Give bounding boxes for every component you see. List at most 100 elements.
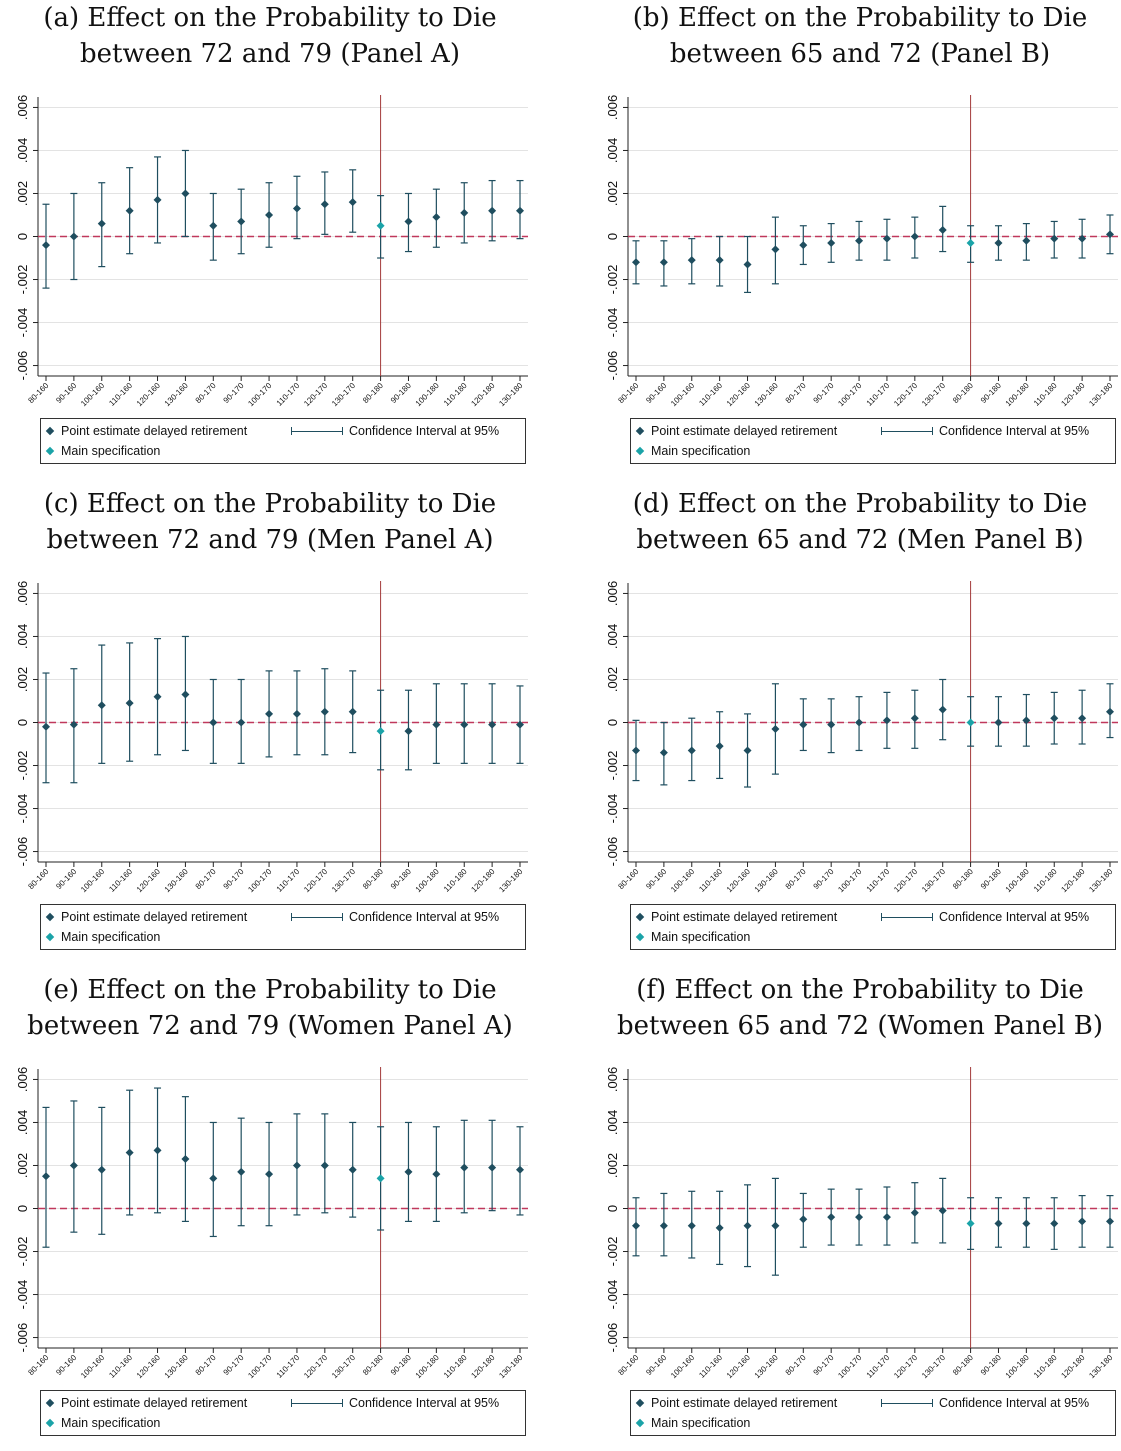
point-estimate [1050, 1219, 1059, 1228]
point-estimate [994, 1219, 1003, 1228]
legend-item-ci: Confidence Interval at 95% [881, 424, 1089, 438]
point-estimate [209, 221, 218, 230]
x-tick-label: 90-160 [644, 381, 668, 405]
x-tick-label: 100-180 [414, 381, 442, 409]
legend: Point estimate delayed retirement Confide… [630, 418, 1116, 464]
y-tick-label: .004 [605, 624, 620, 649]
diamond-icon [635, 446, 645, 456]
point-estimate [516, 1165, 524, 1174]
legend-label: Main specification [651, 1416, 751, 1430]
x-tick-label: 120-170 [302, 381, 330, 409]
x-tick-label: 110-170 [865, 1353, 892, 1380]
legend-item-main: Main specification [43, 930, 160, 944]
x-tick-label: 80-170 [784, 867, 808, 891]
diamond-icon [45, 1418, 55, 1428]
point-estimate [1078, 234, 1087, 243]
legend-label: Confidence Interval at 95% [939, 910, 1090, 924]
caption-line-2: between 72 and 79 (Men Panel A) [46, 525, 494, 555]
x-tick-label: 90-180 [389, 381, 413, 405]
point-estimate [687, 256, 696, 265]
x-tick-label: 130-180 [497, 867, 525, 895]
x-tick-label: 80-180 [951, 381, 975, 405]
x-tick-label: 110-180 [442, 1353, 469, 1380]
legend-item-main: Main specification [633, 930, 750, 944]
x-tick-label: 80-160 [26, 867, 50, 891]
x-tick-label: 110-180 [442, 867, 469, 894]
y-tick-label: .006 [605, 581, 620, 606]
point-estimate [97, 1165, 106, 1174]
x-tick-label: 120-170 [302, 867, 330, 895]
y-tick-label: -.006 [15, 837, 30, 867]
diamond-icon [45, 1398, 55, 1408]
caption-line-1: (b) Effect on the Probability to Die [632, 3, 1088, 33]
y-tick-label: -.002 [605, 1237, 620, 1267]
legend-item-point: Point estimate delayed retirement [633, 1396, 837, 1410]
point-estimate [938, 705, 947, 714]
point-estimate [125, 699, 134, 708]
panel-caption: (e) Effect on the Probability to Die bet… [0, 972, 540, 1044]
main-spec-point [966, 1219, 975, 1228]
y-tick-label: 0 [605, 719, 620, 726]
legend-label: Confidence Interval at 95% [349, 910, 500, 924]
y-tick-label: .002 [15, 1153, 30, 1178]
y-tick-label: 0 [605, 233, 620, 240]
legend-item-main: Main specification [43, 1416, 160, 1430]
point-estimate [1106, 707, 1114, 716]
x-tick-label: 110-170 [865, 867, 892, 894]
caption-line-2: between 72 and 79 (Women Panel A) [27, 1011, 513, 1041]
x-tick-label: 120-180 [469, 867, 497, 895]
x-tick-label: 100-160 [79, 381, 107, 409]
x-tick-label: 100-170 [246, 1353, 274, 1381]
point-estimate [69, 720, 78, 729]
panel-caption: (f) Effect on the Probability to Die bet… [590, 972, 1121, 1044]
ci-line-icon [291, 1399, 343, 1407]
x-tick-label: 80-160 [616, 381, 640, 405]
point-estimate [715, 256, 724, 265]
legend-item-point: Point estimate delayed retirement [43, 424, 247, 438]
x-tick-label: 80-170 [784, 381, 808, 405]
legend-item-ci: Confidence Interval at 95% [881, 910, 1089, 924]
x-tick-label: 90-180 [979, 1353, 1003, 1377]
x-tick-label: 100-170 [246, 867, 274, 895]
x-tick-label: 100-170 [246, 381, 274, 409]
y-tick-label: 0 [15, 233, 30, 240]
chart-c: -.006 -.004 -.002 0 .002 .004 .006 80-160 90-160… [15, 581, 528, 894]
point-estimate [938, 1206, 947, 1215]
point-estimate [771, 245, 780, 254]
legend-item-point: Point estimate delayed retirement [633, 424, 837, 438]
ci-line-icon [291, 913, 343, 921]
y-tick-label: -.006 [605, 1323, 620, 1353]
point-estimate [153, 692, 162, 701]
x-tick-label: 100-160 [669, 381, 697, 409]
x-tick-label: 110-160 [107, 867, 134, 894]
x-tick-label: 80-160 [26, 1353, 50, 1377]
x-tick-label: 90-160 [54, 381, 78, 405]
panel-e: (e) Effect on the Probability to Die bet… [0, 972, 550, 1451]
x-tick-label: 100-160 [79, 867, 107, 895]
legend-label: Confidence Interval at 95% [939, 424, 1090, 438]
point-estimate [181, 1155, 190, 1164]
point-estimate [827, 720, 836, 729]
point-estimate [320, 200, 329, 209]
x-tick-label: 130-160 [753, 867, 781, 895]
x-tick-label: 130-170 [920, 867, 948, 895]
point-estimate [1050, 234, 1059, 243]
y-tick-label: -.004 [15, 1280, 30, 1310]
point-estimate [348, 707, 357, 716]
x-tick-label: 90-170 [812, 867, 836, 891]
x-tick-label: 100-170 [836, 1353, 864, 1381]
x-tick-label: 100-180 [1004, 381, 1032, 409]
point-estimate [97, 219, 106, 228]
legend-label: Main specification [61, 444, 161, 458]
x-tick-label: 120-180 [1059, 867, 1087, 895]
y-tick-label: .004 [605, 138, 620, 163]
point-estimate [882, 1213, 891, 1222]
point-estimate [209, 718, 218, 727]
x-tick-label: 90-170 [222, 867, 246, 891]
point-estimate [1078, 1217, 1087, 1226]
point-estimate [42, 722, 50, 731]
legend-label: Main specification [651, 444, 751, 458]
y-tick-label: 0 [15, 719, 30, 726]
main-spec-point [966, 238, 975, 247]
point-estimate [292, 204, 301, 213]
